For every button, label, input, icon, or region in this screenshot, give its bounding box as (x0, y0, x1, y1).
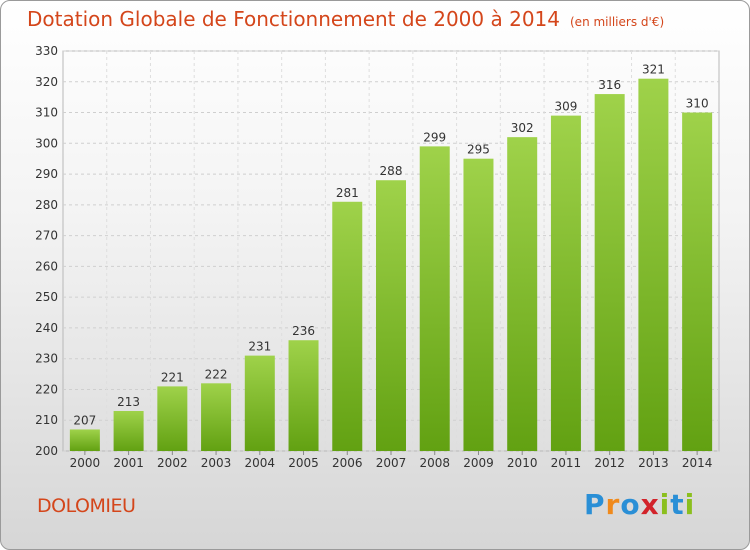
y-tick-label: 290 (35, 167, 58, 181)
bar-value-label: 310 (686, 97, 709, 111)
bar-value-label: 281 (336, 186, 359, 200)
y-tick-label: 200 (35, 444, 58, 458)
bar-value-label: 222 (205, 367, 228, 381)
bar (332, 201, 363, 451)
bars (69, 78, 713, 452)
bar (550, 115, 581, 451)
logo-letter: i (684, 488, 696, 521)
bar (157, 386, 188, 451)
bar (244, 355, 275, 451)
commune-name: DOLOMIEU (37, 495, 136, 517)
bar (376, 180, 406, 451)
logo-letter: x (640, 488, 660, 521)
y-tick-label: 270 (35, 229, 58, 243)
bar-value-label: 207 (73, 413, 96, 427)
x-tick-label: 2014 (682, 456, 713, 470)
chart-subtitle: (en milliers d'€) (570, 15, 665, 29)
y-tick-label: 300 (35, 136, 58, 150)
bar-value-label: 295 (467, 143, 490, 157)
bar (288, 340, 319, 451)
y-tick-label: 230 (35, 352, 58, 366)
x-tick-label: 2001 (113, 456, 144, 470)
bar (113, 411, 144, 451)
bar-value-label: 316 (598, 78, 621, 92)
bar-value-label: 321 (642, 63, 665, 77)
bar-value-label: 302 (511, 121, 534, 135)
logo-letter: i (659, 488, 671, 521)
logo-letter: P (584, 488, 606, 521)
x-tick-label: 2002 (157, 456, 188, 470)
bar (638, 78, 669, 451)
logo-letter: r (605, 488, 621, 521)
y-tick-label: 310 (35, 106, 58, 120)
bar (507, 137, 538, 451)
x-tick-label: 2010 (507, 456, 538, 470)
bar-value-label: 221 (161, 370, 184, 384)
bar (201, 383, 232, 451)
bar (682, 112, 713, 452)
x-tick-label: 2006 (332, 456, 363, 470)
y-tick-label: 220 (35, 382, 58, 396)
x-tick-label: 2009 (463, 456, 494, 470)
x-axis: 2000 2001 2002 2003 2004 2005 2006 2007 2008 2009… (70, 451, 713, 470)
bar-value-label: 309 (554, 100, 577, 114)
x-tick-label: 2008 (419, 456, 450, 470)
y-tick-label: 250 (35, 290, 58, 304)
proxiti-logo: Proxiti (584, 488, 695, 521)
x-tick-label: 2005 (288, 456, 319, 470)
bar (69, 429, 100, 451)
y-tick-label: 240 (35, 321, 58, 335)
chart-title-text: Dotation Globale de Fonctionnement de 20… (27, 7, 560, 31)
bar-value-label: 213 (117, 395, 140, 409)
y-tick-label: 320 (35, 75, 58, 89)
y-tick-label: 330 (35, 44, 58, 58)
bar (594, 94, 625, 452)
x-tick-label: 2013 (638, 456, 669, 470)
bar-value-label: 231 (248, 340, 271, 354)
bar (463, 158, 494, 451)
chart-title: Dotation Globale de Fonctionnement de 20… (27, 7, 664, 31)
y-tick-label: 210 (35, 413, 58, 427)
x-tick-label: 2007 (376, 456, 407, 470)
bar-value-label: 236 (292, 324, 315, 338)
x-tick-label: 2003 (201, 456, 232, 470)
bar-value-label: 288 (380, 164, 403, 178)
x-tick-label: 2004 (245, 456, 276, 470)
x-tick-label: 2012 (594, 456, 625, 470)
bar (419, 146, 450, 451)
logo-letter: o (620, 488, 641, 521)
bar-value-label: 299 (423, 130, 446, 144)
x-tick-label: 2011 (551, 456, 582, 470)
logo-letter: t (670, 488, 685, 521)
y-axis: 200 210 220 230 240 250 260 270 280 290 300 310 320 3… (35, 44, 58, 458)
value-labels: 207 213 221 222 231 236 281 288 299 295 302 309 316 3… (73, 63, 708, 428)
y-tick-label: 280 (35, 198, 58, 212)
y-tick-label: 260 (35, 259, 58, 273)
x-tick-label: 2000 (70, 456, 101, 470)
